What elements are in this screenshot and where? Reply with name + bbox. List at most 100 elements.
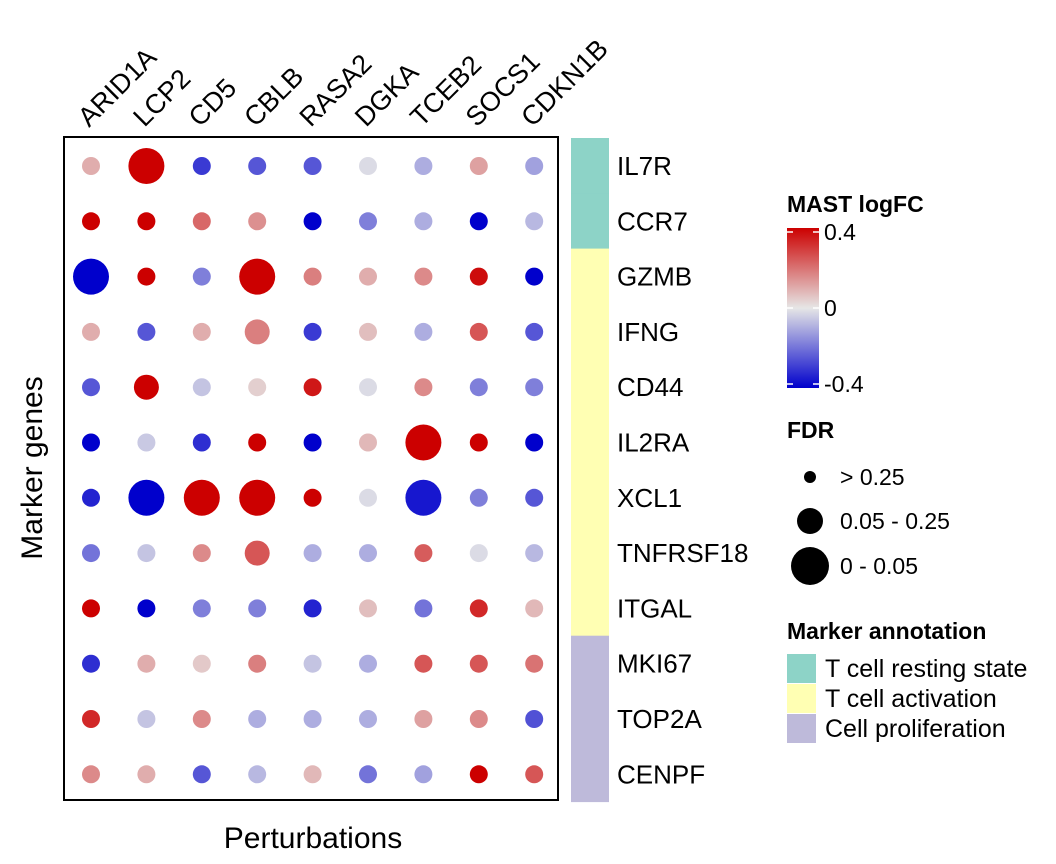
- dot-XCL1-CD5: [183, 479, 220, 516]
- dot-IL2RA-RASA2: [303, 433, 322, 452]
- annotation-cell: [571, 359, 609, 415]
- column-label: CBLB: [238, 61, 309, 132]
- dot-IL7R-ARID1A: [82, 157, 100, 175]
- dot-CD44-CBLB: [248, 378, 267, 397]
- row-label: IL7R: [617, 151, 672, 181]
- dot-TNFRSF18-LCP2: [137, 544, 156, 563]
- annotation-legend-swatch: [787, 714, 816, 743]
- color-tick-label: -0.4: [824, 371, 864, 397]
- row-label: IFNG: [617, 317, 679, 347]
- annotation-cell: [571, 635, 609, 692]
- annotation-legend-label: T cell resting state: [825, 655, 1027, 683]
- y-axis-label: Marker genes: [16, 376, 49, 559]
- annotation-cell: [571, 193, 609, 250]
- plot-frame: [63, 136, 559, 801]
- dot-TOP2A-CD5: [192, 710, 211, 728]
- dot-IFNG-CD5: [192, 322, 211, 341]
- dot-CENPF-LCP2: [137, 765, 156, 784]
- dot-IFNG-CDKN1B: [525, 322, 544, 341]
- annotation-cell: [571, 138, 609, 194]
- row-label: TNFRSF18: [617, 538, 748, 568]
- fdr-legend-dot: [791, 547, 829, 585]
- row-label: CD44: [617, 372, 683, 402]
- dot-TNFRSF18-CDKN1B: [525, 544, 544, 563]
- dot-MKI67-SOCS1: [469, 654, 488, 673]
- dot-CENPF-CD5: [192, 765, 211, 784]
- row-label: IL2RA: [617, 428, 690, 458]
- dot-MKI67-CD5: [192, 654, 211, 673]
- dot-CCR7-ARID1A: [82, 212, 100, 231]
- column-labels: ARID1ALCP2CD5CBLBRASA2DGKATCEB2SOCS1CDKN…: [72, 34, 614, 133]
- dot-CENPF-ARID1A: [82, 765, 100, 784]
- dot-GZMB-RASA2: [303, 267, 322, 286]
- dot-CD44-RASA2: [303, 378, 322, 397]
- dot-CENPF-DGKA: [359, 765, 377, 784]
- dot-MKI67-ARID1A: [82, 654, 100, 673]
- dot-TOP2A-DGKA: [359, 710, 377, 728]
- color-tick-label: 0.4: [824, 219, 856, 245]
- dot-ITGAL-SOCS1: [469, 599, 488, 618]
- annotation-legend-label: Cell proliferation: [825, 715, 1006, 743]
- x-axis-label: Perturbations: [224, 822, 402, 855]
- dot-IL2RA-CDKN1B: [525, 433, 544, 452]
- dot-IFNG-CBLB: [244, 319, 270, 345]
- dot-GZMB-CDKN1B: [525, 267, 544, 286]
- row-label: TOP2A: [617, 704, 702, 734]
- annotation-legend-label: T cell activation: [825, 685, 997, 713]
- dot-TOP2A-CDKN1B: [525, 710, 544, 728]
- dot-IL2RA-CD5: [192, 433, 211, 452]
- dot-GZMB-DGKA: [359, 267, 377, 286]
- row-label: XCL1: [617, 483, 682, 513]
- fdr-legend-label: 0.05 - 0.25: [840, 508, 950, 534]
- fdr-legend-title: FDR: [787, 417, 835, 443]
- dot-TOP2A-LCP2: [137, 710, 156, 728]
- dot-CCR7-LCP2: [137, 212, 156, 231]
- dot-TNFRSF18-TCEB2: [414, 544, 433, 563]
- annotation-cell: [571, 248, 609, 305]
- annotation-cell: [571, 469, 609, 526]
- dot-ITGAL-RASA2: [303, 599, 322, 618]
- annotation-legend-swatch: [787, 684, 816, 713]
- dot-XCL1-DGKA: [359, 488, 377, 507]
- annotation-cell: [571, 746, 609, 803]
- dot-IL7R-CDKN1B: [525, 157, 544, 175]
- dot-TNFRSF18-ARID1A: [82, 544, 100, 563]
- dot-TOP2A-SOCS1: [469, 710, 488, 728]
- dot-IL7R-RASA2: [303, 157, 322, 175]
- dot-IFNG-TCEB2: [414, 322, 433, 341]
- fdr-legend-dot: [797, 508, 823, 534]
- dot-CD44-LCP2: [133, 374, 159, 400]
- dot-CD44-CDKN1B: [525, 378, 544, 397]
- dot-CENPF-CDKN1B: [525, 765, 544, 784]
- dot-IFNG-ARID1A: [82, 322, 100, 341]
- row-label: CCR7: [617, 206, 688, 236]
- dot-MKI67-DGKA: [359, 654, 377, 673]
- dot-ITGAL-CDKN1B: [525, 599, 544, 618]
- dot-MKI67-LCP2: [137, 654, 156, 673]
- dot-CENPF-CBLB: [248, 765, 267, 784]
- dot-IL7R-CBLB: [248, 157, 267, 175]
- dot-IFNG-DGKA: [359, 322, 377, 341]
- dot-CD44-TCEB2: [414, 378, 433, 397]
- dot-XCL1-ARID1A: [82, 488, 100, 507]
- dot-ITGAL-TCEB2: [414, 599, 433, 618]
- dot-TOP2A-CBLB: [248, 710, 267, 728]
- dot-IL2RA-TCEB2: [405, 424, 442, 461]
- dot-CCR7-CBLB: [248, 212, 267, 231]
- annotation-legend-swatch: [787, 654, 816, 683]
- dot-CCR7-CD5: [192, 212, 211, 231]
- dot-CENPF-TCEB2: [414, 765, 433, 784]
- dot-XCL1-CBLB: [239, 479, 276, 516]
- dot-GZMB-SOCS1: [469, 267, 488, 286]
- dot-CD44-CD5: [192, 378, 211, 397]
- dot-CCR7-TCEB2: [414, 212, 433, 231]
- dot-TNFRSF18-RASA2: [303, 544, 322, 563]
- dot-ITGAL-CD5: [192, 599, 211, 618]
- dot-GZMB-LCP2: [137, 267, 156, 286]
- annotation-bar: [571, 138, 609, 803]
- annotation-cell: [571, 580, 609, 637]
- dot-XCL1-LCP2: [128, 479, 165, 516]
- dot-GZMB-TCEB2: [414, 267, 433, 286]
- dots-layer: [73, 148, 544, 784]
